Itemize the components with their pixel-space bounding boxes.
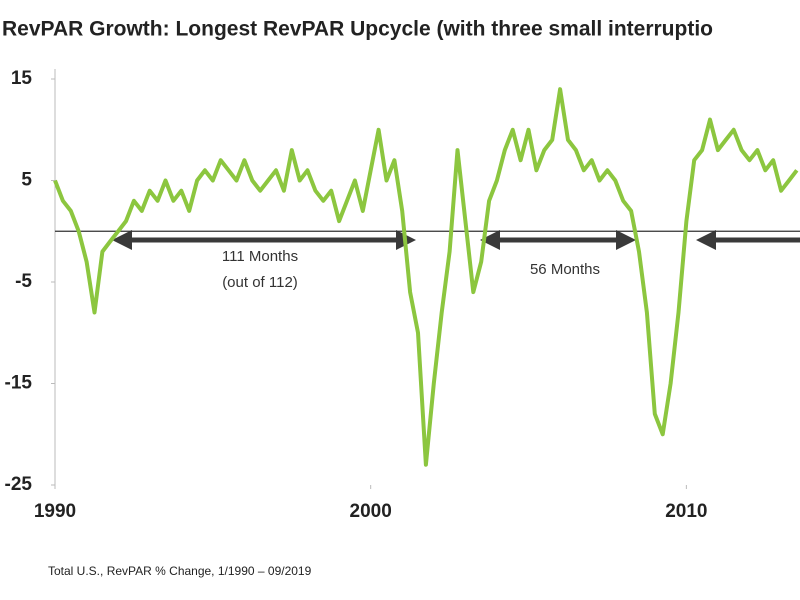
y-tick-label: 5 <box>21 170 32 191</box>
y-tick-label: 15 <box>11 68 33 89</box>
footnote: Total U.S., RevPAR % Change, 1/1990 – 09… <box>48 564 312 578</box>
y-tick-label: -5 <box>15 271 32 292</box>
chart-title: RevPAR Growth: Longest RevPAR Upcycle (w… <box>2 18 713 41</box>
x-tick-label: 2010 <box>665 501 707 522</box>
y-tick-label: -25 <box>5 474 33 495</box>
annotation: (out of 112) <box>222 274 298 291</box>
line <box>53 87 799 467</box>
annotation: 56 Months <box>530 261 600 278</box>
x-tick-label: 1990 <box>34 501 76 522</box>
x-tick-label: 2000 <box>350 501 392 522</box>
y-tick-label: -15 <box>5 373 33 394</box>
annotation: 111 Months <box>222 248 298 265</box>
